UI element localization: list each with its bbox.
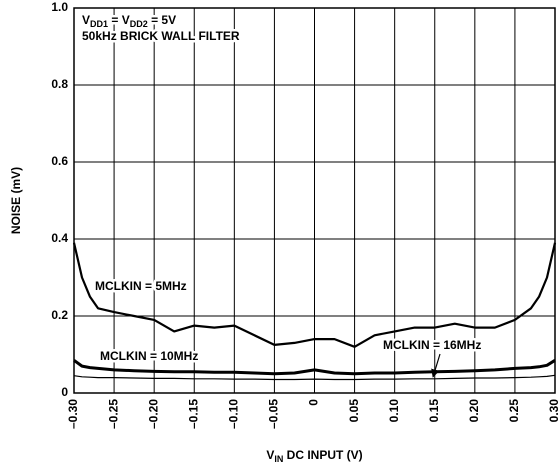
x-axis-label: VIN DC INPUT (V) [266,448,362,464]
x-tick-label: –0.30 [66,399,80,429]
chart-title-part: 50kHz BRICK WALL FILTER [82,29,240,43]
x-tick-label: –0.20 [146,399,160,429]
y-tick-label: 0.6 [51,154,68,168]
y-tick-label: 0.8 [51,77,68,91]
labels: 0 0.2 0.4 0.6 0.8 1.0 –0.30 –0.25 –0.20 –0.15 –0.1… [9,0,559,464]
chart-title-part: DD1 [90,19,108,29]
x-tick-label: 0.30 [547,399,559,423]
chart-title-part: = 5V [148,13,176,27]
y-tick-label: 0.4 [51,231,68,245]
x-tick-label: –0.25 [106,399,120,429]
y-tick-label: 0 [61,385,68,399]
chart-title-part: = V [108,13,130,27]
plot-frame [73,7,556,394]
chart-title: VDD1 = VDD2 = 5V [82,13,176,29]
x-tick-label: 0.15 [427,399,441,423]
x-axis-label-part: V [266,448,274,462]
series-line [73,374,556,381]
x-tick-label: 0.05 [347,399,361,423]
series-label: MCLKIN = 10MHz [100,349,198,363]
chart-title-part: DD2 [130,19,148,29]
series-label: MCLKIN = 5MHz [95,279,187,293]
grid [73,7,556,394]
series-line [72,242,557,348]
x-tick-label: –0.05 [267,399,281,429]
x-tick-label: 0.10 [387,399,401,423]
lines [72,242,557,381]
x-tick-label: 0.20 [467,399,481,423]
y-tick-label: 0.2 [51,308,68,322]
chart-title-part: V [82,13,90,27]
y-axis-label: NOISE (mV) [9,167,23,234]
x-axis-label-part: IN [274,454,283,464]
series-label: MCLKIN = 16MHz [383,338,481,352]
series-line [73,359,556,376]
x-axis-label-part: DC INPUT (V) [283,448,362,462]
x-tick-label: –0.15 [186,399,200,429]
x-tick-label: –0.10 [227,399,241,429]
arrow [431,353,441,378]
y-tick-label: 1.0 [51,0,68,14]
x-tick-label: 0.25 [507,399,521,423]
x-tick-label: 0 [307,399,321,406]
chart-title: 50kHz BRICK WALL FILTER [82,29,240,43]
